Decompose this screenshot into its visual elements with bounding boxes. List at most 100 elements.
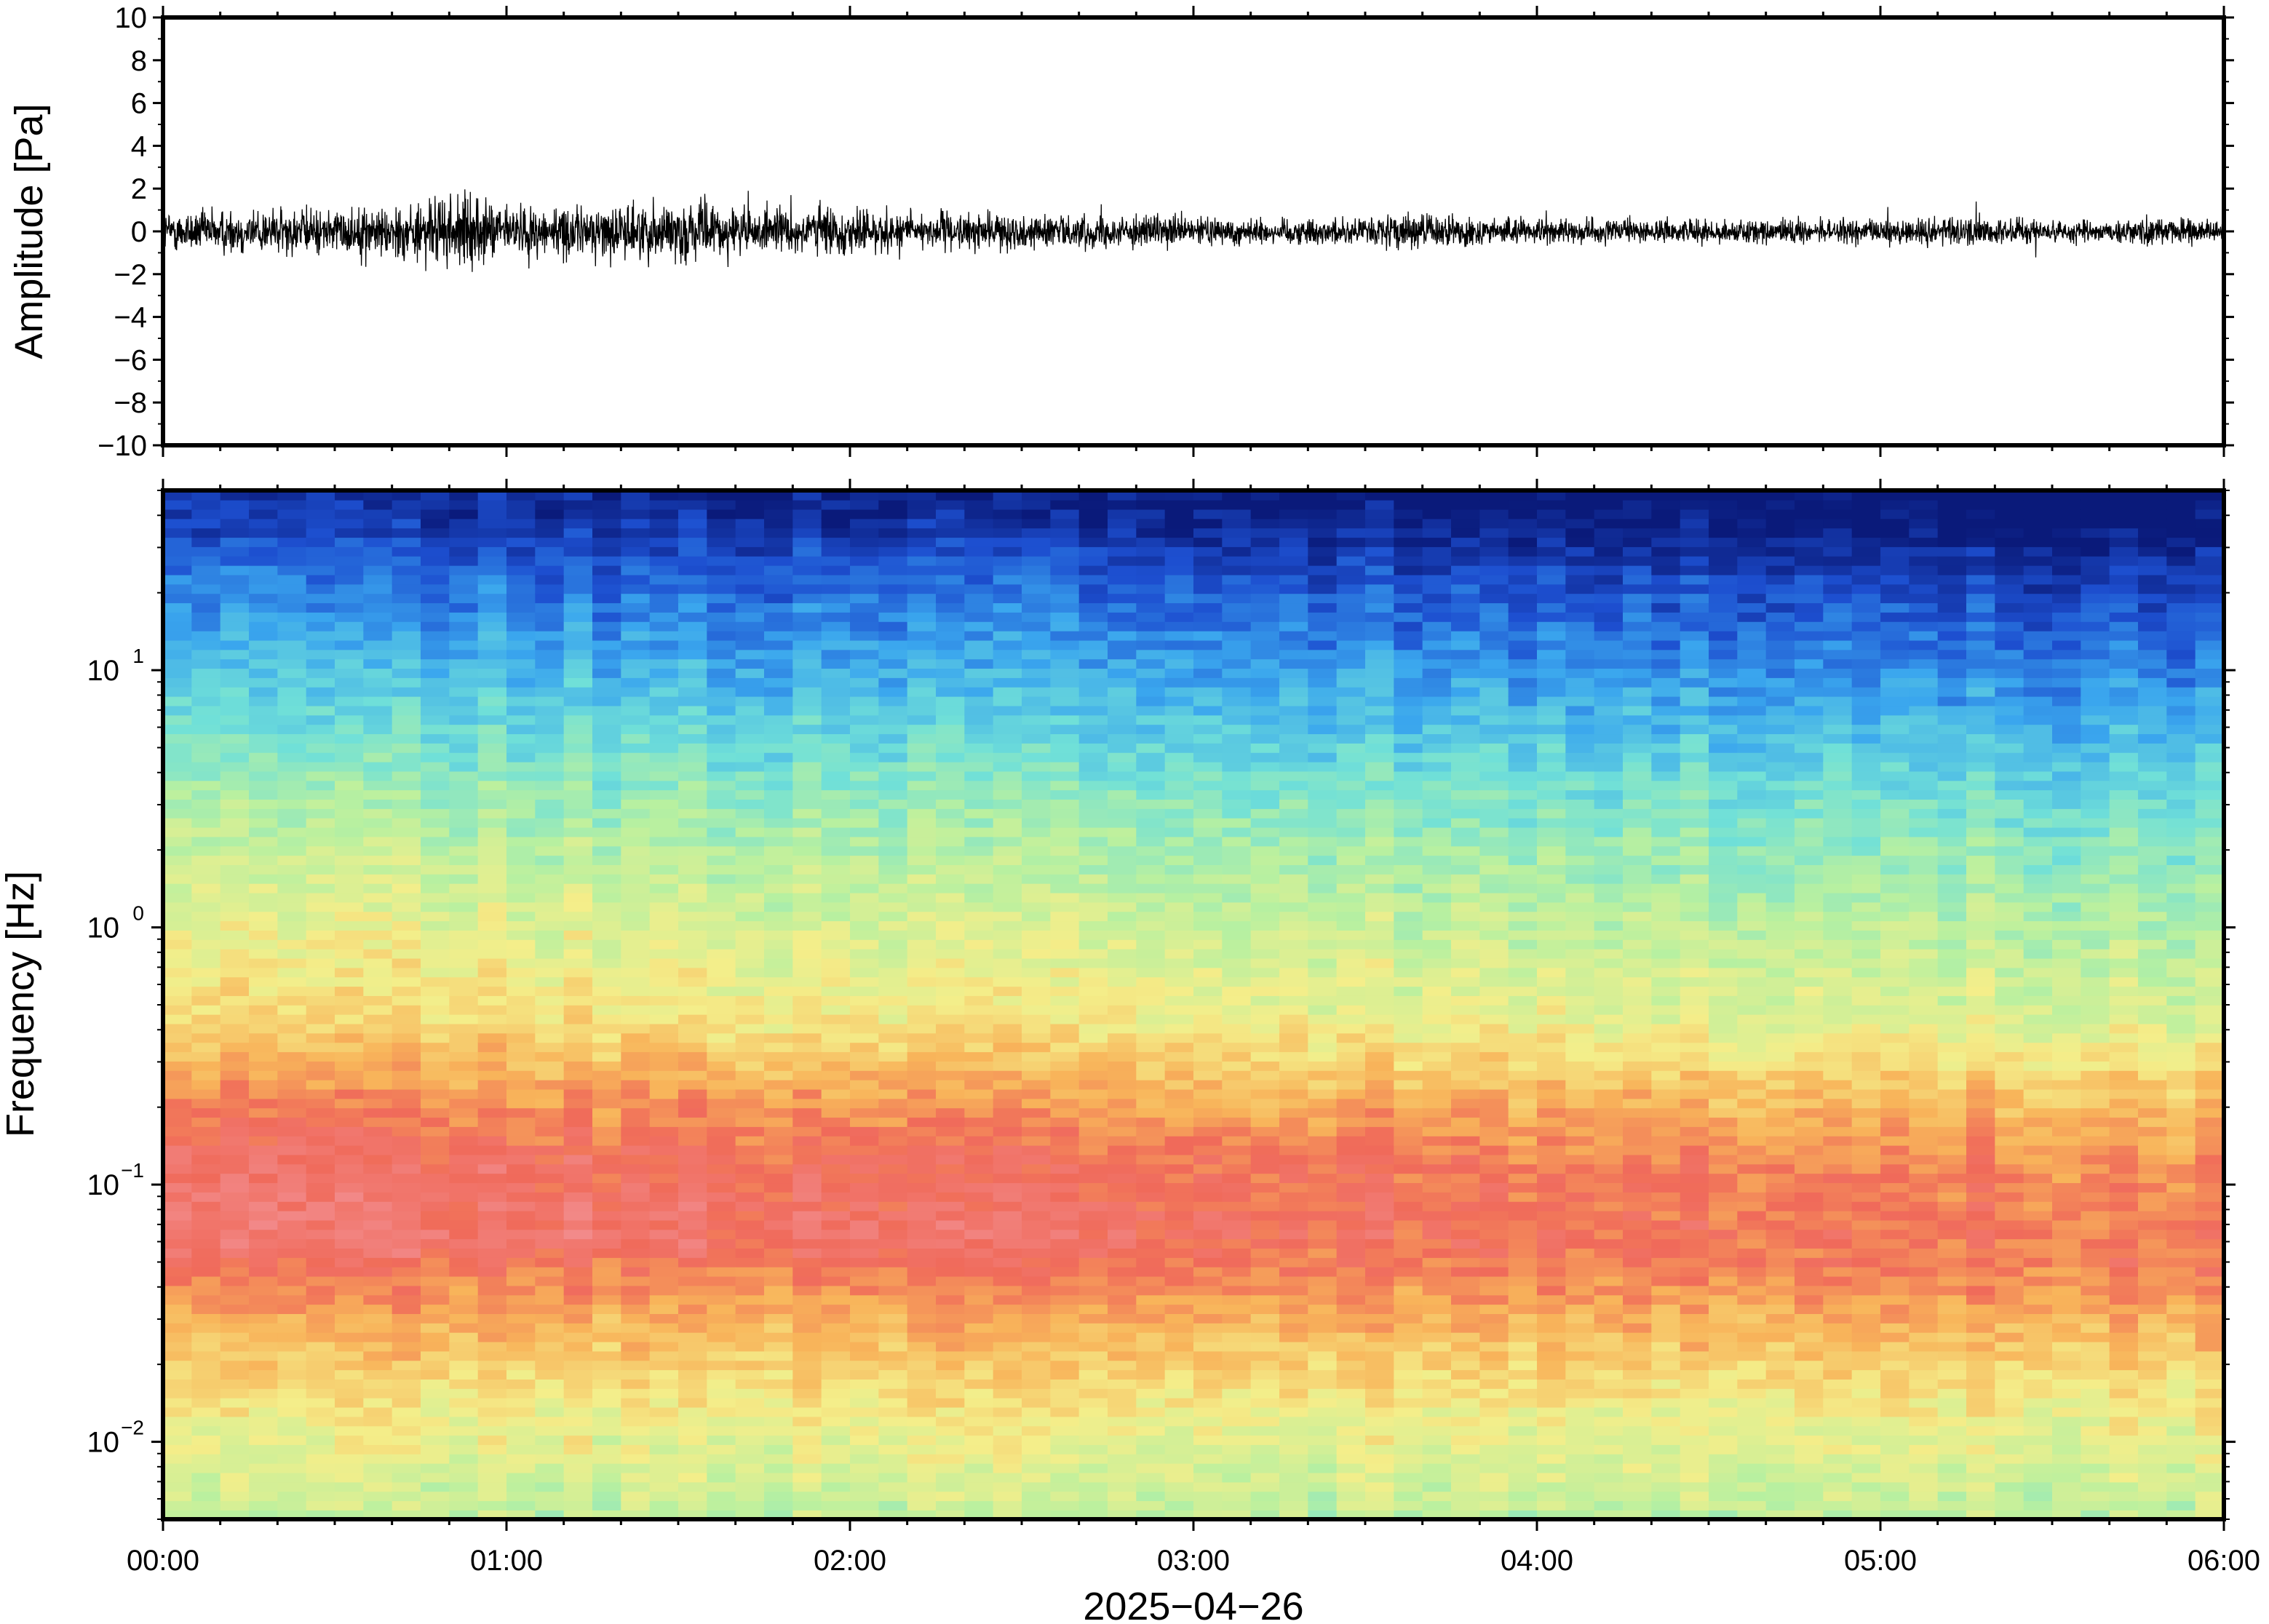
spectrogram-cell	[277, 1341, 307, 1352]
spectrogram-cell	[191, 1444, 221, 1454]
spectrogram-cell	[1365, 509, 1395, 520]
spectrogram-cell	[563, 948, 593, 959]
spectrogram-cell	[335, 780, 365, 791]
spectrogram-cell	[1250, 640, 1280, 650]
spectrogram-cell	[1365, 546, 1395, 557]
spectrogram-cell	[335, 1145, 365, 1155]
spectrogram-cell	[506, 518, 536, 529]
spectrogram-cell	[392, 1032, 421, 1043]
spectrogram-cell	[1164, 1145, 1194, 1155]
spectrogram-cell	[1279, 874, 1309, 884]
spectrogram-cell	[477, 883, 507, 893]
spectrogram-cell	[191, 901, 221, 912]
spectrogram-cell	[592, 864, 622, 875]
spectrogram-cell	[277, 1266, 307, 1277]
spectrogram-cell	[1108, 1154, 1137, 1165]
spectrogram-cell	[936, 817, 966, 828]
spectrogram-cell	[850, 939, 880, 950]
spectrogram-cell	[621, 509, 651, 520]
spectrogram-cell	[1394, 976, 1423, 987]
spectrogram-cell	[1365, 1192, 1395, 1202]
spectrogram-cell	[1164, 1219, 1194, 1230]
spectrogram-cell	[649, 883, 679, 893]
spectrogram-cell	[163, 593, 193, 604]
spectrogram-cell	[563, 855, 593, 865]
spectrogram-cell	[392, 1051, 421, 1062]
spectrogram-cell	[392, 995, 421, 1006]
spectrogram-cell	[707, 920, 736, 931]
spectrogram-cell	[306, 1014, 335, 1024]
spectrogram-cell	[964, 1406, 994, 1417]
spectrogram-cell	[1308, 930, 1338, 940]
spectrogram-cell	[191, 1406, 221, 1417]
spectrogram-cell	[191, 1472, 221, 1483]
spectrogram-cell	[191, 518, 221, 529]
spectrogram-cell	[1308, 827, 1338, 837]
spectrogram-cell	[964, 1098, 994, 1109]
spectrogram-cell	[621, 836, 651, 847]
spectrogram-cell	[735, 715, 765, 725]
spectrogram-cell	[563, 1201, 593, 1211]
spectrogram-cell	[163, 864, 193, 875]
spectrogram-cell	[1279, 743, 1309, 753]
spectrogram-cell	[592, 1462, 622, 1473]
spectrogram-cell	[449, 1117, 479, 1127]
spectrogram-cell	[907, 565, 937, 576]
spectrogram-cell	[735, 995, 765, 1006]
spectrogram-cell	[964, 499, 994, 510]
spectrogram-cell	[764, 1416, 794, 1427]
spectrogram-cell	[678, 555, 708, 566]
spectrogram-cell	[821, 621, 851, 632]
spectrogram-cell	[421, 1323, 450, 1333]
spectrogram-cell	[277, 892, 307, 903]
spectrogram-cell	[477, 593, 507, 604]
spectrogram-cell	[878, 612, 908, 622]
spectrogram-cell	[707, 1257, 736, 1267]
spectrogram-cell	[1050, 761, 1080, 772]
spectrogram-cell	[335, 1107, 365, 1118]
spectrogram-cell	[621, 565, 651, 576]
spectrogram-cell	[1108, 1088, 1137, 1099]
spectrogram-cell	[421, 855, 450, 865]
spectrogram-cell	[1222, 827, 1252, 837]
spectrogram-cell	[392, 1510, 421, 1519]
spectrogram-cell	[1050, 658, 1080, 669]
spectrogram-cell	[878, 686, 908, 697]
spectrogram-cell	[1193, 565, 1223, 576]
spectrogram-cell	[592, 1323, 622, 1333]
spectrogram-cell	[249, 1126, 279, 1137]
spectrogram-cell	[1336, 715, 1366, 725]
spectrogram-cell	[1422, 1350, 1452, 1361]
spectrogram-cell	[1336, 1042, 1366, 1053]
spectrogram-cell	[792, 1154, 822, 1165]
spectrogram-cell	[421, 668, 450, 678]
spectrogram-cell	[1308, 1210, 1338, 1221]
spectrogram-cell	[421, 883, 450, 893]
spectrogram-cell	[1108, 930, 1137, 940]
spectrogram-cell	[1022, 724, 1052, 735]
spectrogram-cell	[191, 1510, 221, 1519]
spectrogram-cell	[363, 658, 393, 669]
spectrogram-cell	[563, 1051, 593, 1062]
spectrogram-cell	[649, 836, 679, 847]
spectrogram-cell	[936, 1238, 966, 1249]
spectrogram-cell	[592, 490, 622, 501]
spectrogram-cell	[1108, 986, 1137, 996]
spectrogram-cell	[707, 1229, 736, 1240]
spectrogram-cell	[277, 518, 307, 529]
spectrogram-cell	[535, 752, 565, 763]
spectrogram-cell	[1164, 1341, 1194, 1352]
spectrogram-cell	[1022, 967, 1052, 978]
spectrogram-cell	[993, 1360, 1022, 1371]
spectrogram-cell	[621, 1210, 651, 1221]
spectrogram-cell	[306, 930, 335, 940]
spectrogram-cell	[191, 1462, 221, 1473]
spectrogram-cell	[1279, 864, 1309, 875]
spectrogram-cell	[1193, 1182, 1223, 1193]
spectrogram-cell	[363, 724, 393, 735]
spectrogram-cell	[993, 1425, 1022, 1436]
spectrogram-cell	[678, 930, 708, 940]
spectrogram-cell	[335, 1369, 365, 1380]
spectrogram-cell	[1336, 1182, 1366, 1193]
spectrogram-cell	[592, 686, 622, 697]
